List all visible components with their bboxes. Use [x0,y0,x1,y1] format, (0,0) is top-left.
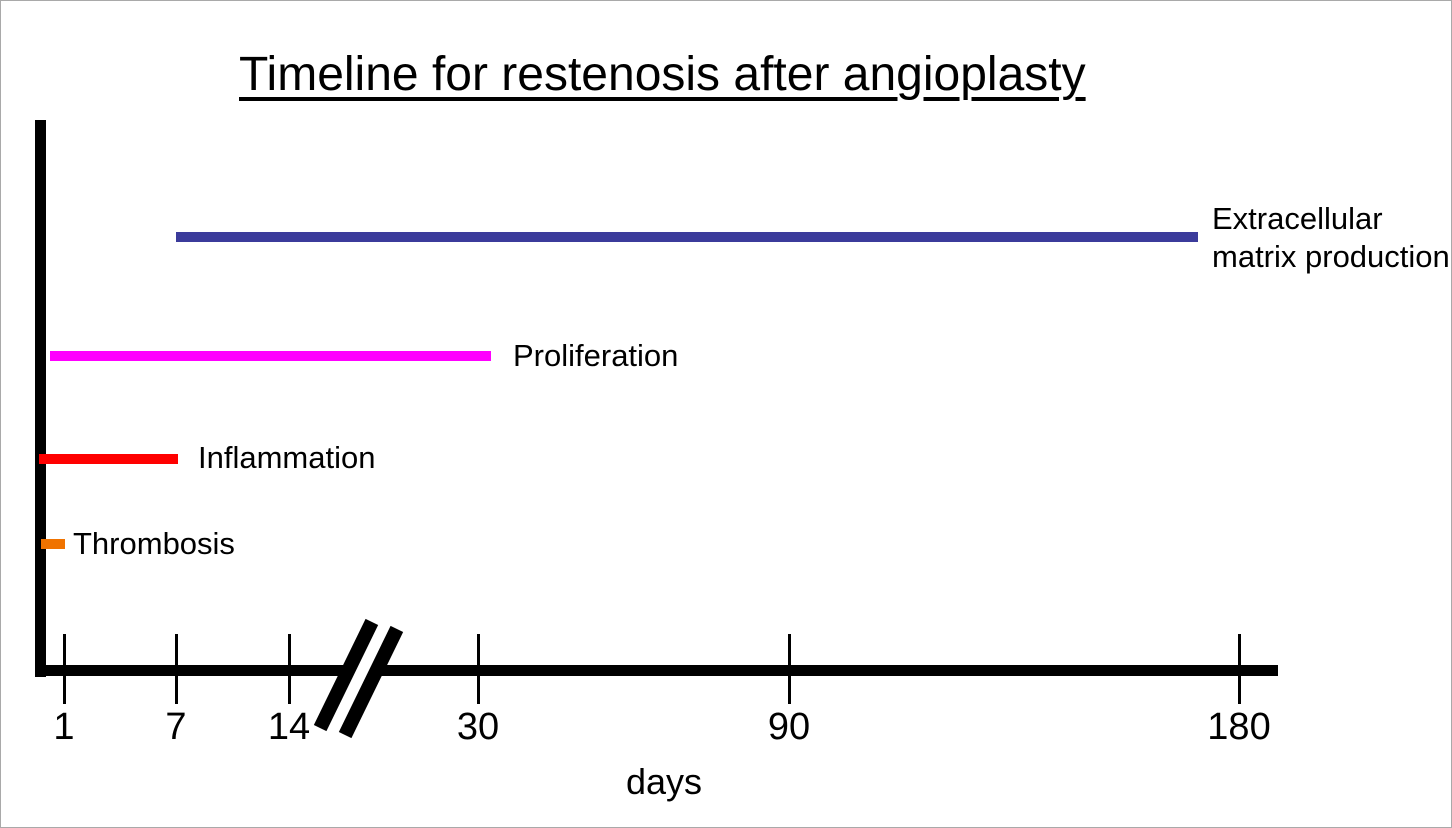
x-axis-tick [1238,634,1241,704]
x-axis-tick-label: 14 [267,706,311,748]
phase-label: Inflammation [198,440,376,475]
x-axis-tick [477,634,480,704]
phase-bar [176,232,1198,242]
x-axis-tick-label: 180 [1207,706,1271,748]
x-axis-tick [175,634,178,704]
y-axis-line [35,120,46,677]
x-axis-tick-label: 30 [456,706,500,748]
x-axis-tick [788,634,791,704]
phase-bar [50,351,491,361]
phase-label: Thrombosis [73,526,235,561]
chart-title: Timeline for restenosis after angioplast… [239,48,1086,101]
x-axis-tick-label: 1 [53,706,75,748]
phase-label: Proliferation [513,338,679,373]
phase-label: Extracellular matrix production [1212,201,1450,274]
x-axis-line [35,665,1278,676]
x-axis-tick [288,634,291,704]
x-axis-tick-label: 7 [165,706,187,748]
x-axis-tick-label: 90 [767,706,811,748]
phase-bar [39,454,178,464]
x-axis-tick [63,634,66,704]
x-axis-label: days [625,761,703,802]
phase-bar [41,539,65,549]
